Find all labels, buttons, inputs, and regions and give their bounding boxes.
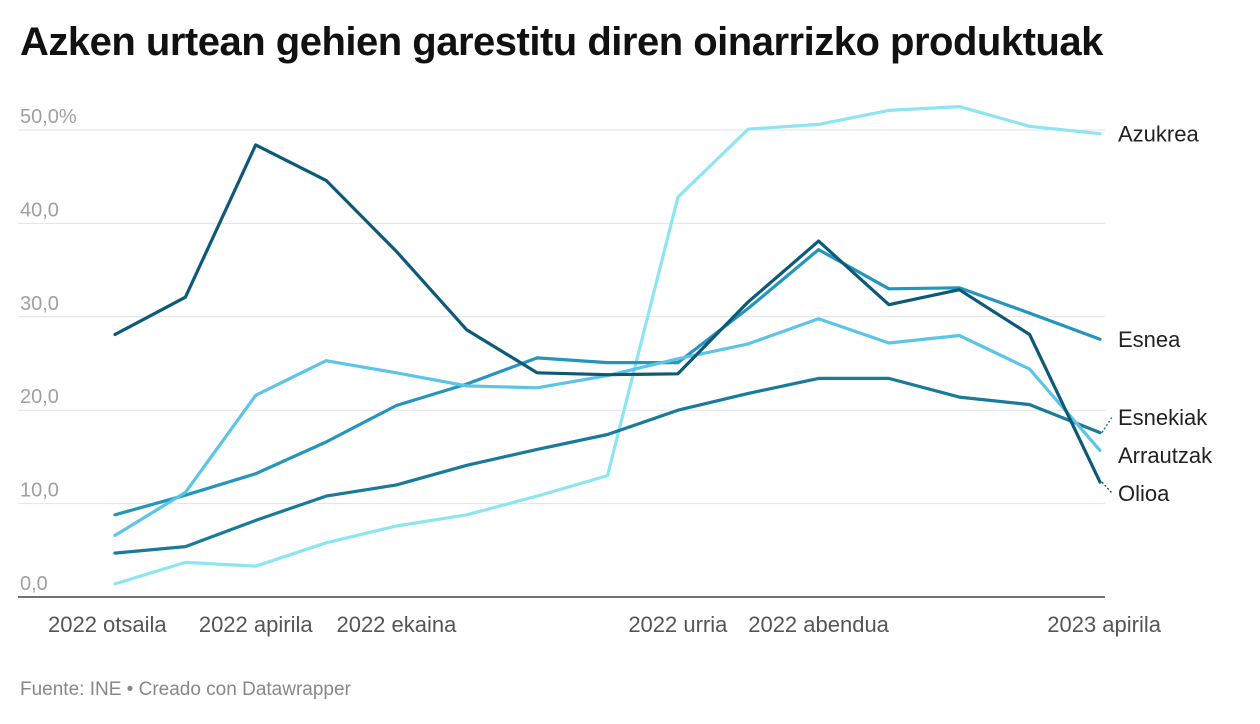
y-tick-label: 10,0 — [20, 480, 59, 502]
series-line-esnea — [113, 248, 1102, 517]
label-leader-olioa — [1101, 481, 1113, 494]
series-line-arrautzak — [113, 317, 1102, 538]
x-tick-label: 2022 otsaila — [48, 612, 167, 637]
grid-lines — [18, 129, 1105, 598]
x-tick-label: 2022 abendua — [748, 612, 889, 637]
x-tick-label: 2023 apirila — [1047, 612, 1162, 637]
x-tick-label: 2022 urria — [628, 612, 728, 637]
y-tick-label: 0,0 — [20, 573, 48, 595]
x-tick-label: 2022 apirila — [199, 612, 314, 637]
series-label-olioa: Olioa — [1118, 481, 1170, 506]
x-axis-ticks: 2022 otsaila 2022 apirila 2022 ekaina 2022 … — [48, 612, 1162, 637]
x-tick-label: 2022 ekaina — [336, 612, 457, 637]
series-line-azukrea — [113, 104, 1102, 586]
series-label-azukrea: Azukrea — [1118, 122, 1199, 147]
series-label-esnekiak: Esnekiak — [1118, 405, 1208, 430]
series-label-arrautzak: Arrautzak — [1118, 443, 1213, 468]
series-line-esnekiak — [113, 376, 1102, 555]
y-tick-label: 50,0% — [20, 106, 77, 128]
series-lines — [113, 104, 1102, 586]
y-tick-label: 30,0 — [20, 293, 59, 315]
y-axis-ticks: 0,0 10,0 20,0 30,0 40,0 50,0% — [20, 106, 77, 595]
line-chart: 0,010,020,030,040,050,0% 2022 otsaila 202… — [18, 104, 1213, 637]
series-label-esnea: Esnea — [1118, 327, 1181, 352]
series-labels: Azukrea Esnea Esnekiak Arrautzak Olioa — [1101, 122, 1213, 506]
series-line-olioa — [113, 143, 1102, 484]
y-tick-label: 20,0 — [20, 386, 59, 408]
chart-title: Azken urtean gehien garestitu diren oina… — [20, 20, 1103, 64]
label-leader-esnekiak — [1101, 416, 1113, 433]
y-tick-label: 40,0 — [20, 199, 59, 221]
source-footer: Fuente: INE • Creado con Datawrapper — [20, 679, 351, 700]
